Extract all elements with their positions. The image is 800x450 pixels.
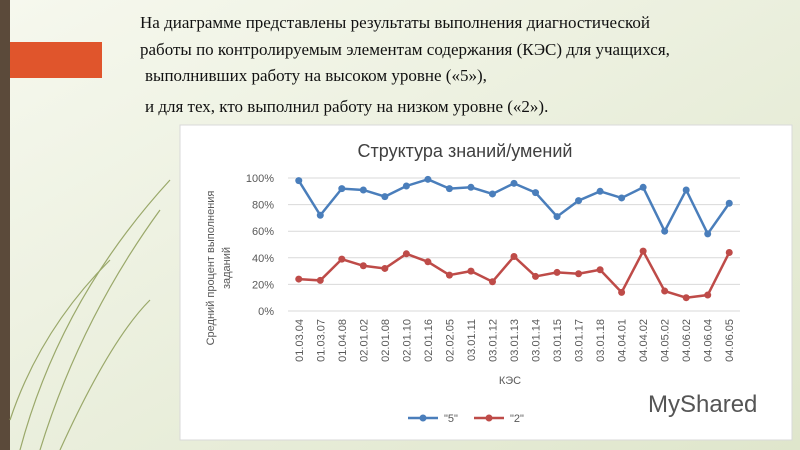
point (618, 194, 626, 202)
point (704, 291, 712, 299)
x-tick-label: 01.04.08 (337, 319, 349, 362)
point (445, 185, 453, 193)
legend-marker (485, 414, 493, 422)
point (639, 183, 647, 191)
accent-block (10, 42, 102, 78)
x-tick-label: 02.01.10 (401, 319, 413, 362)
point (725, 248, 733, 256)
watermark: MyShared (648, 391, 757, 418)
point (596, 266, 604, 274)
point (704, 230, 712, 238)
x-tick-label: 01.03.07 (315, 319, 327, 362)
x-tick-label: 03.01.17 (574, 319, 586, 362)
x-tick-label: 03.01.14 (531, 319, 543, 362)
x-tick-label: 04.04.01 (617, 319, 629, 362)
point (682, 294, 690, 302)
point (553, 268, 561, 276)
x-tick-label: 01.03.04 (294, 319, 306, 362)
x-axis-label: КЭС (499, 375, 521, 387)
point (553, 213, 561, 221)
point (575, 197, 583, 205)
point (381, 193, 389, 201)
x-tick-label: 03.01.12 (487, 319, 499, 362)
point (338, 255, 346, 263)
x-tick-label: 04.04.02 (638, 319, 650, 362)
x-tick-label: 02.02.05 (444, 319, 456, 362)
point (402, 250, 410, 258)
heading-line: и для тех, кто выполнил работу на низком… (145, 97, 548, 116)
point (725, 199, 733, 207)
heading-line: работы по контролируемым элементам содер… (140, 40, 670, 59)
point (639, 247, 647, 255)
y-tick-label: 80% (252, 200, 274, 212)
x-tick-label: 02.01.08 (380, 319, 392, 362)
x-tick-label: 04.06.02 (681, 319, 693, 362)
point (467, 267, 475, 275)
point (445, 271, 453, 279)
point (596, 187, 604, 195)
point (402, 182, 410, 190)
y-tick-label: 60% (252, 226, 274, 238)
point (424, 258, 432, 266)
point (510, 179, 518, 187)
x-tick-label: 04.06.04 (703, 319, 715, 362)
heading-line: выполнивших работу на высоком уровне («5… (145, 66, 487, 85)
x-tick-label: 03.01.15 (552, 319, 564, 362)
y-axis-label: заданий (221, 247, 233, 289)
x-tick-label: 04.05.02 (660, 319, 672, 362)
side-band (0, 0, 10, 450)
y-tick-label: 40% (252, 253, 274, 265)
point (532, 189, 540, 197)
point (338, 185, 346, 193)
point (532, 272, 540, 280)
point (295, 275, 303, 283)
point (510, 252, 518, 260)
x-tick-label: 03.01.13 (509, 319, 521, 362)
point (359, 262, 367, 270)
point (682, 186, 690, 194)
legend-label: "2" (510, 413, 524, 425)
heading-line: На диаграмме представлены результаты вып… (140, 13, 650, 32)
point (575, 270, 583, 278)
point (359, 186, 367, 194)
x-tick-label: 02.01.16 (423, 319, 435, 362)
y-axis-label: Средний процент выполнения (205, 191, 217, 346)
point (424, 175, 432, 183)
point (381, 264, 389, 272)
legend-marker (419, 414, 427, 422)
x-tick-label: 03.01.18 (595, 319, 607, 362)
y-tick-label: 20% (252, 279, 274, 291)
point (316, 276, 324, 284)
point (295, 177, 303, 185)
point (467, 183, 475, 191)
y-tick-label: 0% (258, 306, 274, 318)
point (661, 227, 669, 235)
point (661, 287, 669, 295)
chart-title: Структура знаний/умений (358, 141, 573, 161)
decor-lines (9, 179, 171, 450)
point (488, 190, 496, 198)
legend-label: "5" (444, 413, 458, 425)
point (488, 278, 496, 286)
x-tick-label: 04.06.05 (724, 319, 736, 362)
point (316, 211, 324, 219)
x-tick-label: 02.01.02 (358, 319, 370, 362)
point (618, 288, 626, 296)
x-tick-label: 03.01.11 (466, 319, 478, 361)
y-tick-label: 100% (246, 173, 274, 185)
